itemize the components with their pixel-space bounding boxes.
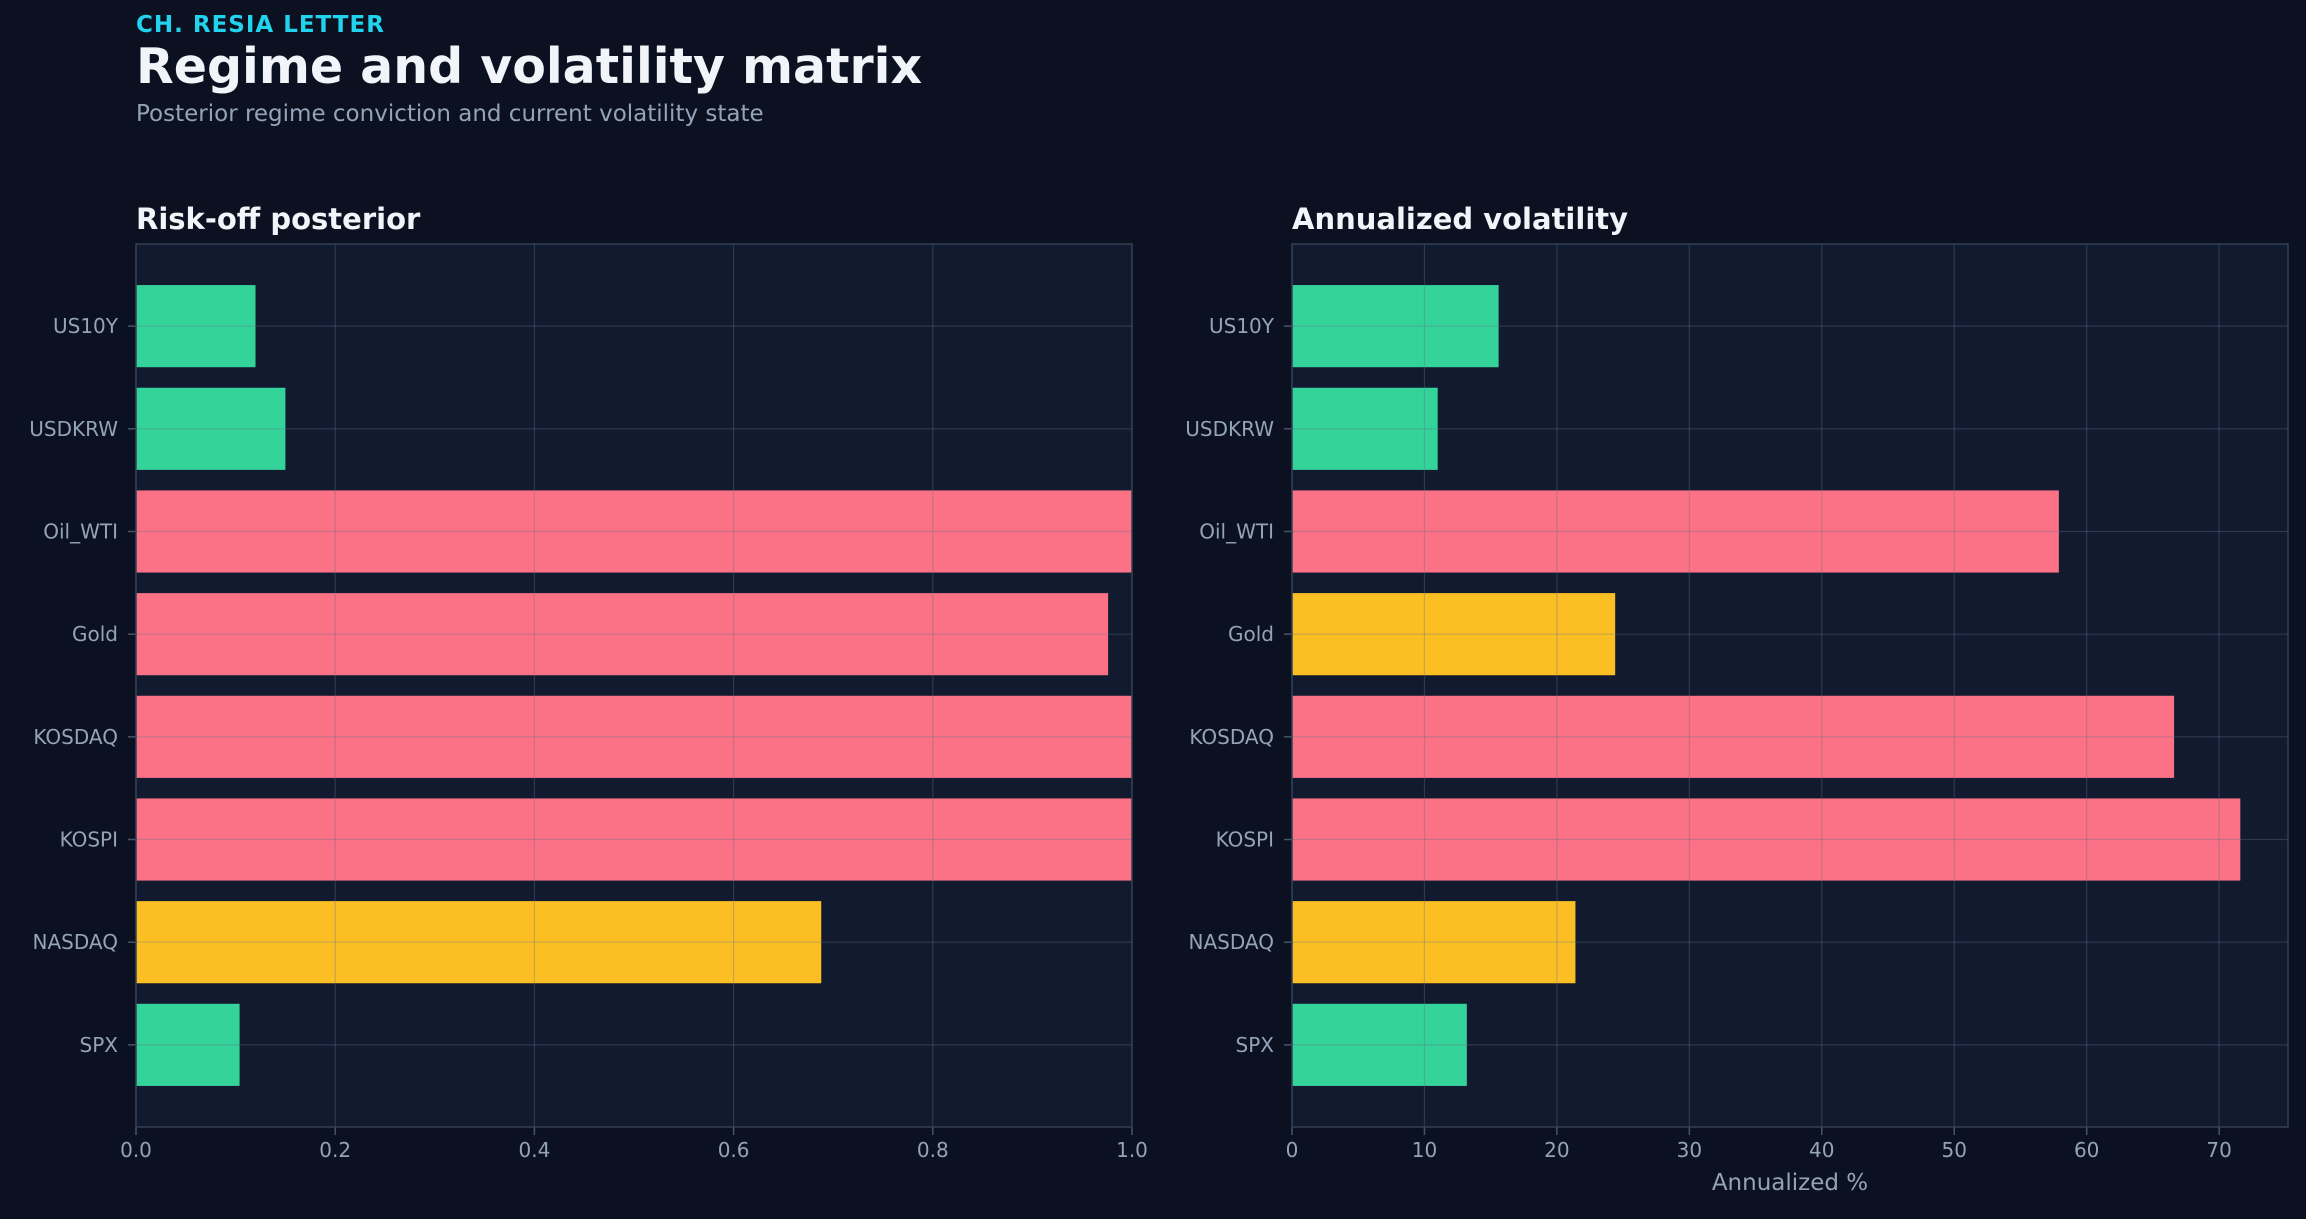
vol-xtick-label: 40 [1809,1138,1834,1162]
risk-ytick-label: Oil_WTI [43,519,118,543]
risk-bar-oil_wti [136,490,1132,573]
risk-plot-area [136,244,1132,1127]
vol-xtick-label: 20 [1544,1138,1569,1162]
vol-bar-kosdaq [1292,695,2175,778]
vol-plot-area [1292,244,2288,1127]
risk-ytick-label: SPX [80,1033,119,1057]
risk-ytick-label: NASDAQ [33,930,118,954]
vol-bar-usdkrw [1292,387,1438,470]
vol-ytick-label: SPX [1236,1033,1275,1057]
risk-plot-frame [135,243,1133,1128]
vol-ytick-label: Gold [1228,622,1274,646]
risk-ytick-label: KOSDAQ [33,725,118,749]
vol-bar-oil_wti [1292,490,2059,573]
vol-ytick-label: US10Y [1209,314,1275,338]
risk-ytick-label: Gold [72,622,118,646]
vol-xtick-label: 0 [1286,1138,1299,1162]
risk-xtick-label: 0.2 [319,1138,351,1162]
risk-bar-kospi [136,798,1132,881]
vol-xtick-label: 70 [2206,1138,2231,1162]
risk-xtick-label: 1.0 [1116,1138,1148,1162]
page-title: Regime and volatility matrix [136,38,923,95]
risk-xtick-label: 0.8 [917,1138,949,1162]
report-kicker: CH. RESIA LETTER [136,12,385,38]
vol-ytick-label: KOSPI [1216,828,1274,852]
risk-xtick-label: 0.0 [120,1138,152,1162]
risk-bar-spx [136,1003,240,1086]
vol-xtick-label: 10 [1412,1138,1437,1162]
vol-xtick-label: 60 [2074,1138,2099,1162]
vol-ytick-label: NASDAQ [1189,930,1274,954]
risk-xtick-label: 0.4 [518,1138,550,1162]
risk-xtick-label: 0.6 [718,1138,750,1162]
risk-ytick-label: USDKRW [29,417,118,441]
risk-ytick-label: US10Y [53,314,119,338]
volatility-panel-title: Annualized volatility [1292,202,1629,236]
vol-bar-nasdaq [1292,901,1576,984]
risk-bar-usdkrw [136,387,286,470]
risk-bar-us10y [136,285,256,368]
vol-ytick-label: KOSDAQ [1189,725,1274,749]
vol-bar-gold [1292,593,1616,676]
risk-bar-nasdaq [136,901,822,984]
risk-off-panel-title: Risk-off posterior [136,202,421,236]
vol-ytick-label: Oil_WTI [1199,519,1274,543]
vol-bar-kospi [1292,798,2241,881]
risk-bar-kosdaq [136,695,1132,778]
vol-ytick-label: USDKRW [1185,417,1274,441]
vol-xtick-label: 30 [1677,1138,1702,1162]
vol-bar-spx [1292,1003,1467,1086]
page-subtitle: Posterior regime conviction and current … [136,101,764,127]
vol-bar-us10y [1292,285,1499,368]
vol-xtick-label: 50 [1942,1138,1967,1162]
vol-xaxis-label: Annualized % [1712,1170,1868,1196]
risk-ytick-label: KOSPI [60,828,118,852]
vol-plot-frame [1291,243,2289,1128]
risk-bar-gold [136,593,1109,676]
